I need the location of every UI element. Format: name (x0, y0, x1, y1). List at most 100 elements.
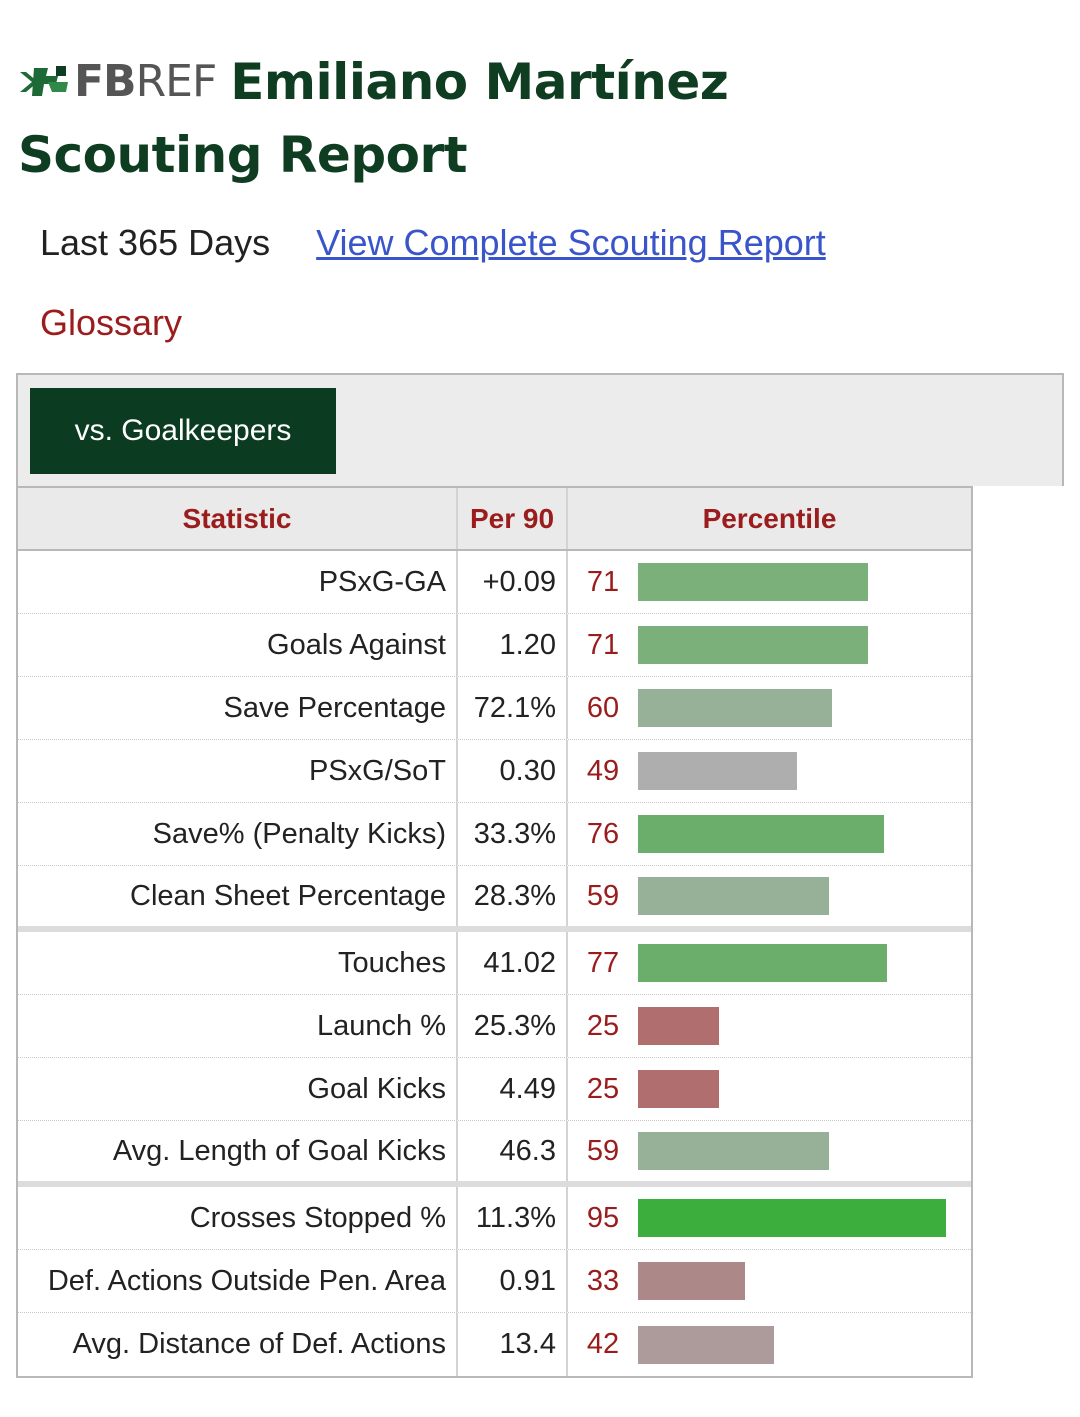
table-row: Crosses Stopped % 11.3% 95 (18, 1187, 971, 1250)
fbref-logo[interactable]: FBREF (18, 56, 217, 107)
table-header: Statistic Per 90 Percentile (18, 488, 971, 551)
percentile-value: 76 (586, 817, 620, 850)
per90-value: 72.1% (458, 677, 568, 739)
percentile-bar-track (638, 815, 971, 853)
table-row: PSxG-GA +0.09 71 (18, 551, 971, 614)
stat-name: Def. Actions Outside Pen. Area (18, 1250, 458, 1312)
table-row: Goals Against 1.20 71 (18, 614, 971, 677)
stat-name: Save Percentage (18, 677, 458, 739)
percentile-value: 42 (586, 1328, 620, 1360)
percentile-bar (638, 626, 869, 664)
percentile-bar (638, 1070, 719, 1108)
percentile-bar (638, 815, 885, 853)
percentile-cell: 49 (568, 740, 971, 802)
tab-vs-goalkeepers[interactable]: vs. Goalkeepers (30, 388, 336, 474)
table-row: Avg. Length of Goal Kicks 46.3 59 (18, 1121, 971, 1187)
stat-name: PSxG-GA (18, 551, 458, 613)
percentile-cell: 77 (568, 932, 971, 994)
stat-name: Crosses Stopped % (18, 1187, 458, 1249)
percentile-cell: 25 (568, 995, 971, 1057)
percentile-cell: 59 (568, 866, 971, 926)
percentile-value: 33 (586, 1264, 620, 1297)
page-title: Emiliano Martínez (230, 53, 729, 111)
percentile-bar-track (638, 626, 971, 664)
header-percentile[interactable]: Percentile (702, 502, 837, 534)
page-subtitle: Scouting Report (18, 126, 468, 184)
table-row: Goal Kicks 4.49 25 (18, 1058, 971, 1121)
glossary-link[interactable]: Glossary (40, 302, 183, 343)
table-row: Touches 41.02 77 (18, 932, 971, 995)
percentile-bar (638, 1007, 719, 1045)
percentile-cell: 76 (568, 803, 971, 865)
percentile-bar-track (638, 1262, 971, 1300)
percentile-value: 59 (586, 879, 620, 912)
per90-value: 0.91 (458, 1250, 568, 1312)
per90-value: 46.3 (458, 1121, 568, 1181)
percentile-value: 59 (586, 1134, 620, 1167)
stat-name: Goal Kicks (18, 1058, 458, 1120)
table-row: PSxG/SoT 0.30 49 (18, 740, 971, 803)
percentile-bar-track (638, 1070, 971, 1108)
percentile-value: 71 (586, 565, 620, 598)
percentile-value: 77 (586, 946, 620, 979)
table-row: Launch % 25.3% 25 (18, 995, 971, 1058)
table-row: Clean Sheet Percentage 28.3% 59 (18, 866, 971, 932)
percentile-bar (638, 1199, 946, 1237)
percentile-bar-track (638, 1132, 971, 1170)
percentile-value: 71 (586, 628, 620, 661)
percentile-cell: 59 (568, 1121, 971, 1181)
percentile-value: 60 (586, 691, 620, 724)
header-statistic[interactable]: Statistic (18, 488, 458, 549)
fbref-logo-text: FBREF (74, 56, 217, 107)
header-per90[interactable]: Per 90 (458, 488, 568, 549)
percentile-bar (638, 944, 888, 982)
table-row: Avg. Distance of Def. Actions 13.4 42 (18, 1313, 971, 1376)
percentile-bar (638, 877, 830, 915)
page-header: FBREF Emiliano Martínez Scouting Report (18, 50, 1018, 190)
percentile-bar-track (638, 1007, 971, 1045)
percentile-bar-track (638, 689, 971, 727)
percentile-cell: 71 (568, 614, 971, 676)
stat-name: Touches (18, 932, 458, 994)
percentile-bar (638, 752, 797, 790)
full-report-link[interactable]: View Complete Scouting Report (316, 222, 826, 263)
percentile-cell: 95 (568, 1187, 971, 1249)
report-meta: Last 365 Days View Complete Scouting Rep… (40, 222, 826, 264)
percentile-bar (638, 563, 869, 601)
percentile-bar-track (638, 752, 971, 790)
per90-value: 33.3% (458, 803, 568, 865)
percentile-value: 25 (586, 1009, 620, 1042)
percentile-bar-track (638, 1199, 971, 1237)
percentile-bar-track (638, 1325, 971, 1364)
percentile-value: 95 (586, 1201, 620, 1234)
percentile-cell: 60 (568, 677, 971, 739)
stat-name: Goals Against (18, 614, 458, 676)
percentile-value: 49 (586, 754, 620, 787)
percentile-bar-track (638, 563, 971, 601)
table-row: Save Percentage 72.1% 60 (18, 677, 971, 740)
per90-value: 13.4 (458, 1313, 568, 1376)
stat-name: Clean Sheet Percentage (18, 866, 458, 926)
per90-value: 28.3% (458, 866, 568, 926)
period-label: Last 365 Days (40, 222, 271, 263)
table-row: Save% (Penalty Kicks) 33.3% 76 (18, 803, 971, 866)
stat-name: Save% (Penalty Kicks) (18, 803, 458, 865)
percentile-bar-track (638, 877, 971, 915)
scouting-table: Statistic Per 90 Percentile PSxG-GA +0.09… (16, 486, 973, 1378)
per90-value: 41.02 (458, 932, 568, 994)
table-row: Def. Actions Outside Pen. Area 0.91 33 (18, 1250, 971, 1313)
percentile-bar (638, 1325, 775, 1364)
percentile-cell: 25 (568, 1058, 971, 1120)
percentile-cell: 33 (568, 1250, 971, 1312)
percentile-value: 25 (586, 1072, 620, 1105)
per90-value: 11.3% (458, 1187, 568, 1249)
per90-value: 4.49 (458, 1058, 568, 1120)
stat-name: PSxG/SoT (18, 740, 458, 802)
stat-name: Avg. Length of Goal Kicks (18, 1121, 458, 1181)
percentile-bar (638, 689, 833, 727)
stat-name: Avg. Distance of Def. Actions (18, 1313, 458, 1376)
percentile-bar-track (638, 944, 971, 982)
percentile-cell: 71 (568, 551, 971, 613)
stat-name: Launch % (18, 995, 458, 1057)
per90-value: 0.30 (458, 740, 568, 802)
